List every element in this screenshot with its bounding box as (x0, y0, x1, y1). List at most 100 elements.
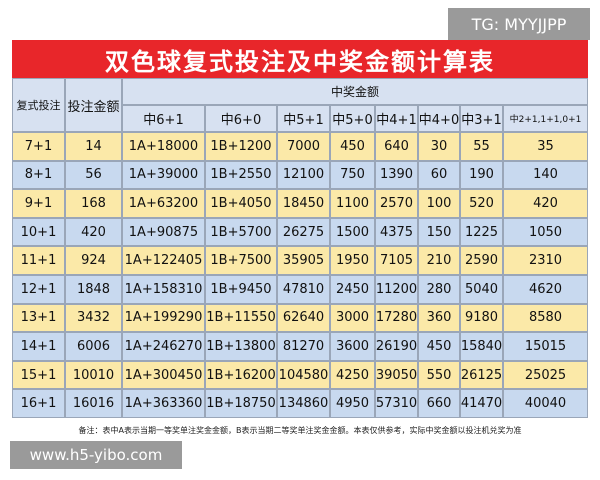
table-cell: 190 (460, 160, 503, 190)
table-cell: 1B+11550 (205, 303, 277, 333)
table-cell: 640 (375, 132, 418, 161)
table-cell: 1100 (330, 189, 375, 218)
table-cell: 14+1 (12, 332, 65, 361)
table-cell: 3432 (65, 303, 122, 333)
table-cell: 1390 (375, 160, 418, 190)
subheader-cell: 中4+0 (418, 105, 460, 132)
table-cell: 750 (330, 160, 375, 190)
table-cell: 13+1 (12, 303, 65, 333)
table-cell: 924 (65, 246, 122, 275)
table-cell: 2450 (330, 275, 375, 304)
table-cell: 18450 (277, 189, 330, 218)
table-cell: 1848 (65, 275, 122, 304)
table-cell: 62640 (277, 303, 330, 333)
table-cell: 26275 (277, 217, 330, 247)
table-cell: 1A+39000 (122, 160, 205, 190)
table-cell: 47810 (277, 275, 330, 304)
table-cell: 39050 (375, 360, 418, 390)
table-cell: 134860 (277, 389, 330, 418)
table-cell: 35905 (277, 246, 330, 275)
table-cell: 41470 (460, 389, 503, 418)
table-cell: 210 (418, 246, 460, 275)
table-cell: 1A+199290 (122, 303, 205, 333)
table-cell: 10+1 (12, 217, 65, 247)
table-cell: 4375 (375, 217, 418, 247)
table-cell: 150 (418, 217, 460, 247)
table-cell: 360 (418, 303, 460, 333)
table-cell: 420 (503, 189, 588, 218)
watermark: www.h5-yibo.com (10, 441, 182, 469)
table-cell: 104580 (277, 360, 330, 390)
table-cell: 1B+7500 (205, 246, 277, 275)
table-cell: 7+1 (12, 132, 65, 161)
table-cell: 35 (503, 132, 588, 161)
table-cell: 3000 (330, 303, 375, 333)
subheader-cell: 中5+1 (277, 105, 330, 132)
table-cell: 1B+5700 (205, 217, 277, 247)
header-cell: 复式投注 (12, 78, 65, 132)
table-cell: 100 (418, 189, 460, 218)
table-cell: 420 (65, 217, 122, 247)
table-cell: 10010 (65, 360, 122, 390)
table-cell: 16+1 (12, 389, 65, 418)
table-cell: 1A+122405 (122, 246, 205, 275)
table-cell: 1A+363360 (122, 389, 205, 418)
table-cell: 1225 (460, 217, 503, 247)
table-cell: 5040 (460, 275, 503, 304)
table-cell: 12+1 (12, 275, 65, 304)
watermark: TG: MYYJJPP (448, 8, 590, 40)
table-cell: 17280 (375, 303, 418, 333)
subheader-cell: 中5+0 (330, 105, 375, 132)
table-cell: 4250 (330, 360, 375, 390)
table-cell: 40040 (503, 389, 588, 418)
table-cell: 1B+16200 (205, 360, 277, 390)
table-cell: 1B+18750 (205, 389, 277, 418)
table-cell: 140 (503, 160, 588, 190)
table-cell: 16016 (65, 389, 122, 418)
table-cell: 15840 (460, 332, 503, 361)
table-cell: 6006 (65, 332, 122, 361)
table-cell: 55 (460, 132, 503, 161)
table-cell: 12100 (277, 160, 330, 190)
table-cell: 280 (418, 275, 460, 304)
table-cell: 1A+246270 (122, 332, 205, 361)
table-cell: 1050 (503, 217, 588, 247)
table-cell: 9180 (460, 303, 503, 333)
subheader-cell: 中2+1,1+1,0+1 (503, 105, 588, 132)
table-cell: 2570 (375, 189, 418, 218)
table-cell: 2590 (460, 246, 503, 275)
table-cell: 81270 (277, 332, 330, 361)
table-cell: 1B+13800 (205, 332, 277, 361)
subheader-cell: 中4+1 (375, 105, 418, 132)
table-cell: 30 (418, 132, 460, 161)
table-cell: 450 (330, 132, 375, 161)
table-cell: 9+1 (12, 189, 65, 218)
table-cell: 1500 (330, 217, 375, 247)
table-cell: 1B+1200 (205, 132, 277, 161)
table-cell: 1A+300450 (122, 360, 205, 390)
table-cell: 56 (65, 160, 122, 190)
table-cell: 25025 (503, 360, 588, 390)
table-cell: 7105 (375, 246, 418, 275)
table-cell: 15+1 (12, 360, 65, 390)
table-cell: 1B+9450 (205, 275, 277, 304)
table-cell: 2310 (503, 246, 588, 275)
table-cell: 3600 (330, 332, 375, 361)
table-cell: 26190 (375, 332, 418, 361)
table-cell: 4950 (330, 389, 375, 418)
table-cell: 168 (65, 189, 122, 218)
table-cell: 57310 (375, 389, 418, 418)
table-cell: 60 (418, 160, 460, 190)
header-cell: 投注金额 (65, 78, 122, 132)
table-cell: 520 (460, 189, 503, 218)
table-cell: 1A+158310 (122, 275, 205, 304)
table-cell: 14 (65, 132, 122, 161)
table-cell: 7000 (277, 132, 330, 161)
note: 备注：表中A表示当期一等奖单注奖金金额，B表示当期二等奖单注奖金金额。本表仅供参… (78, 425, 522, 435)
table-cell: 450 (418, 332, 460, 361)
subheader-cell: 中6+1 (122, 105, 205, 132)
table-cell: 11200 (375, 275, 418, 304)
table-cell: 1B+2550 (205, 160, 277, 190)
table-cell: 1950 (330, 246, 375, 275)
